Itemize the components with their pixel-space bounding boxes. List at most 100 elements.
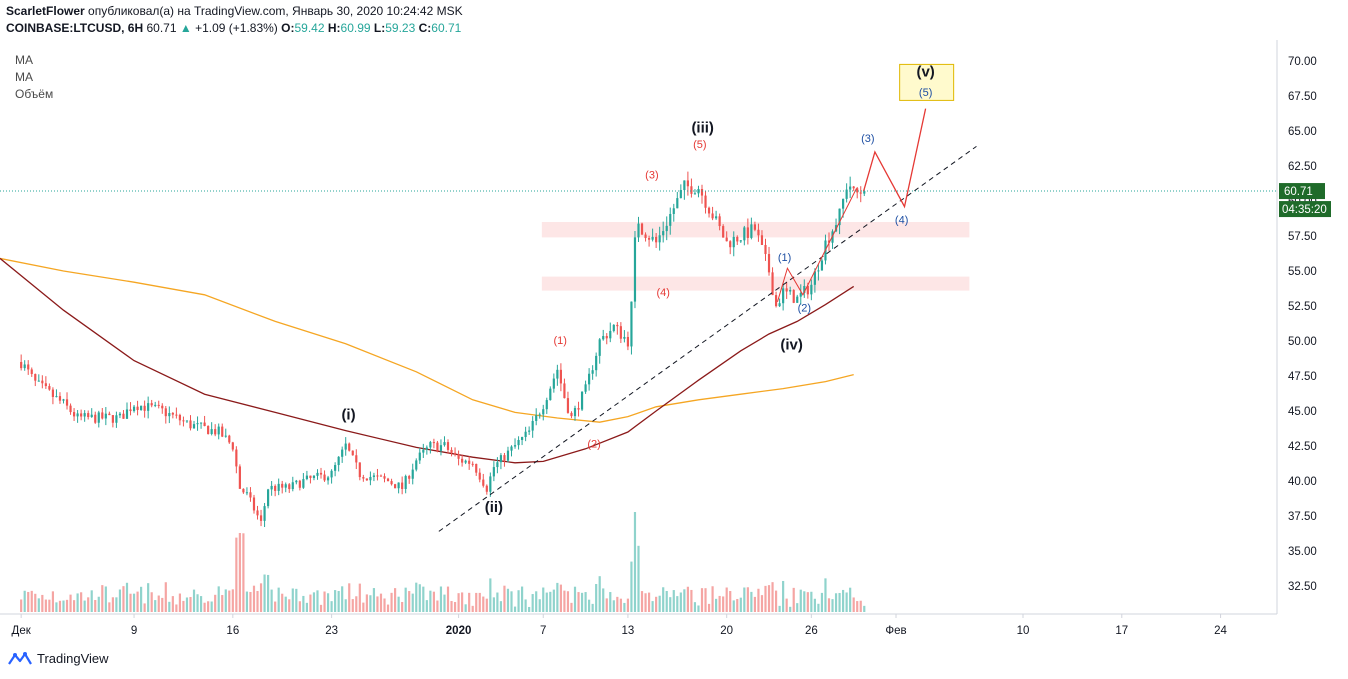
time-tick-label: 10 (1017, 625, 1030, 637)
volume-bar (408, 591, 411, 612)
candle-body (425, 447, 428, 450)
price-tick-label: 35.00 (1288, 546, 1317, 558)
volume-bar (291, 588, 294, 612)
candle-body (686, 180, 689, 187)
candle-body (774, 295, 778, 307)
price-axis[interactable]: 32.50 35.00 37.50 40.00 42.50 45.00 47.50 50.00… (1288, 56, 1317, 593)
volume-bar (154, 600, 157, 612)
up-arrow-icon: ▲ (179, 21, 192, 35)
volume-bar (570, 602, 573, 612)
wave-label: (iii) (691, 119, 714, 136)
author-name[interactable]: ScarletFlower (6, 4, 85, 18)
candle-body (655, 236, 658, 243)
time-tick-label: 2020 (446, 625, 472, 637)
volume-bar (524, 599, 527, 612)
volume-bar (55, 602, 58, 612)
candle-body (178, 414, 182, 421)
volume-bar (510, 591, 513, 612)
candle-body (97, 412, 100, 423)
candle-body (115, 415, 118, 423)
volume-bar (58, 600, 62, 612)
volume-bar (464, 604, 467, 612)
legend-ma-fast[interactable]: MA (15, 53, 33, 67)
volume-bar (94, 599, 97, 612)
candle-body (517, 439, 520, 446)
volume-bar (602, 588, 605, 612)
candle-body (214, 429, 217, 435)
volume-bar (612, 600, 615, 612)
candle-body (319, 472, 323, 475)
volume-bar (104, 586, 107, 612)
volume-bar (453, 602, 457, 612)
volume-bar (164, 582, 167, 612)
candle-body (355, 455, 358, 463)
candle-body (351, 450, 354, 456)
volume-bar (404, 587, 407, 612)
volume-bar (517, 590, 520, 612)
volume-bar (62, 600, 65, 612)
volume-bar (41, 594, 44, 612)
candle-body (140, 405, 143, 411)
candle-body (104, 413, 107, 419)
symbol-name[interactable]: COINBASE:LTCUSD, 6H (6, 21, 144, 35)
volume-bar (704, 588, 707, 612)
volume-bar (637, 545, 640, 612)
volume-bar (810, 591, 813, 612)
tradingview-watermark[interactable]: TradingView (8, 651, 109, 666)
volume-bar (319, 604, 323, 612)
candle-body (376, 475, 379, 477)
volume-bar (267, 574, 270, 612)
candle-body (588, 373, 591, 385)
volume-bar (686, 586, 689, 612)
volume-bar (743, 587, 746, 612)
candle-body (69, 405, 72, 413)
candle-body (326, 477, 330, 481)
time-tick-label: 7 (540, 625, 546, 637)
candle-body (224, 435, 227, 437)
candle-body (23, 364, 26, 369)
candle-body (630, 301, 633, 347)
candle-body (503, 455, 506, 461)
candle-body (422, 449, 425, 453)
candle-body (238, 466, 241, 489)
volume-bar (760, 595, 764, 612)
candle-body (436, 442, 439, 451)
volume-bar (707, 603, 711, 612)
volume-bar (27, 591, 30, 612)
volume-bar (281, 593, 284, 612)
candle-body (383, 476, 386, 479)
volume-bar (150, 592, 153, 612)
legend-volume[interactable]: Объём (15, 87, 54, 101)
candle-body (51, 389, 55, 397)
candle-body (147, 403, 150, 411)
candle-body (711, 213, 714, 219)
candle-body (94, 414, 97, 423)
volume-bar (312, 592, 316, 612)
candle-body (143, 405, 146, 411)
candle-body (168, 413, 171, 417)
volume-bar (284, 596, 287, 612)
candle-body (274, 485, 277, 491)
time-axis[interactable]: Дек 9 16 23 2020 7 13 20 26 Фев 10 17 24 (12, 614, 1228, 637)
candle-body (718, 216, 721, 227)
candle-body (792, 290, 795, 303)
volume-bar (838, 592, 841, 612)
price-tick-label: 50.00 (1288, 336, 1317, 348)
candle-body (672, 208, 675, 214)
volume-bar (270, 589, 273, 612)
target-box (899, 63, 955, 101)
volume-bar (499, 601, 503, 612)
volume-bar (482, 596, 485, 612)
price-tick-label: 42.50 (1288, 441, 1317, 453)
candle-body (390, 481, 393, 485)
candle-body (464, 460, 467, 463)
candle-body (771, 272, 774, 296)
volume-bar (182, 600, 185, 612)
volume-bar (852, 597, 855, 612)
candle-body (852, 186, 855, 189)
volume-bar (80, 592, 83, 612)
candle-body (577, 408, 580, 410)
candle-body (404, 476, 407, 489)
legend-ma-slow[interactable]: MA (15, 70, 33, 84)
